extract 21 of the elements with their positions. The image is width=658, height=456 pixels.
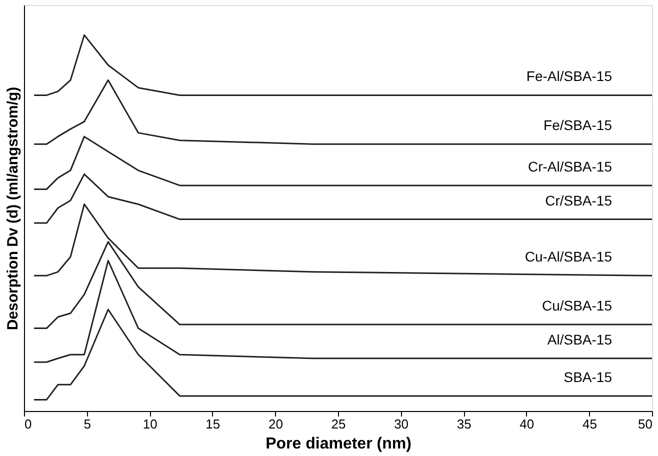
series-label: Cu-Al/SBA-15 bbox=[524, 248, 612, 265]
x-tick-label: 20 bbox=[268, 416, 283, 432]
series-label: Cu/SBA-15 bbox=[542, 298, 612, 314]
x-tick-label: 0 bbox=[24, 416, 32, 432]
series-label: SBA-15 bbox=[564, 368, 612, 385]
x-tick-label: 5 bbox=[84, 416, 91, 432]
x-tick-label: 40 bbox=[520, 416, 534, 432]
x-tick-label: 25 bbox=[331, 416, 346, 432]
x-tick-label: 45 bbox=[582, 416, 597, 432]
series-label: Fe/SBA-15 bbox=[544, 117, 612, 134]
series-label: Fe-Al/SBA-15 bbox=[526, 68, 612, 84]
series-label: Cr/SBA-15 bbox=[545, 192, 612, 208]
x-tick-label: 15 bbox=[206, 416, 220, 432]
x-tick-label: 35 bbox=[456, 416, 472, 432]
y-axis-title: Desorption Dv (d) (ml/angstrom/g) bbox=[4, 86, 22, 330]
x-tick-label: 10 bbox=[142, 416, 158, 432]
x-tick-label: 50 bbox=[638, 416, 652, 432]
series-label: Cr-Al/SBA-15 bbox=[528, 158, 612, 174]
series-label: Al/SBA-15 bbox=[547, 331, 612, 348]
x-tick-label: 30 bbox=[394, 416, 409, 432]
x-axis-title: Pore diameter (nm) bbox=[266, 436, 412, 452]
